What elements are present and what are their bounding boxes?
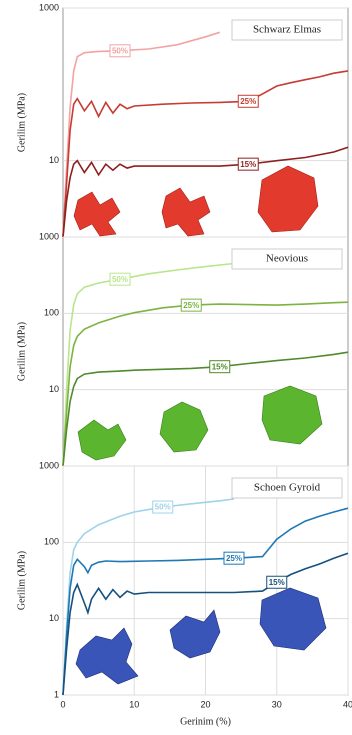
y-axis-label: Gerilim (MPa) [16,551,27,610]
y-axis-label: Gerilim (MPa) [16,93,27,152]
series-label: 25% [240,97,256,106]
series-label: 50% [112,275,128,284]
chart: 101000Gerilim (MPa)50%25%15%Schwarz Elma… [0,0,352,735]
x-tick-label: 0 [60,699,65,709]
panel-title: Neovious [266,253,308,265]
series-label: 50% [112,46,128,55]
y-tick-label: 1000 [39,460,59,470]
y-tick-label: 10 [49,384,59,394]
series-label: 15% [240,160,256,169]
y-tick-label: 1000 [39,2,59,12]
series-label: 25% [226,554,242,563]
x-tick-label: 20 [200,699,210,709]
panel-title: Schwarz Elmas [253,24,321,36]
y-tick-label: 100 [44,537,59,547]
x-tick-label: 10 [129,699,139,709]
series-label: 25% [183,301,199,310]
y-axis-label: Gerilim (MPa) [16,322,27,381]
series-label: 15% [212,362,228,371]
y-tick-label: 100 [44,308,59,318]
x-tick-label: 30 [272,699,282,709]
panel-title: Schoen Gyroid [254,482,321,494]
y-tick-label: 10 [49,155,59,165]
series-label: 50% [155,503,171,512]
x-axis-label: Gerinim (%) [180,716,231,727]
y-tick-label: 1000 [39,231,59,241]
series-label: 15% [269,578,285,587]
y-tick-label: 1 [54,689,59,699]
y-tick-label: 10 [49,613,59,623]
x-tick-label: 40 [343,699,352,709]
